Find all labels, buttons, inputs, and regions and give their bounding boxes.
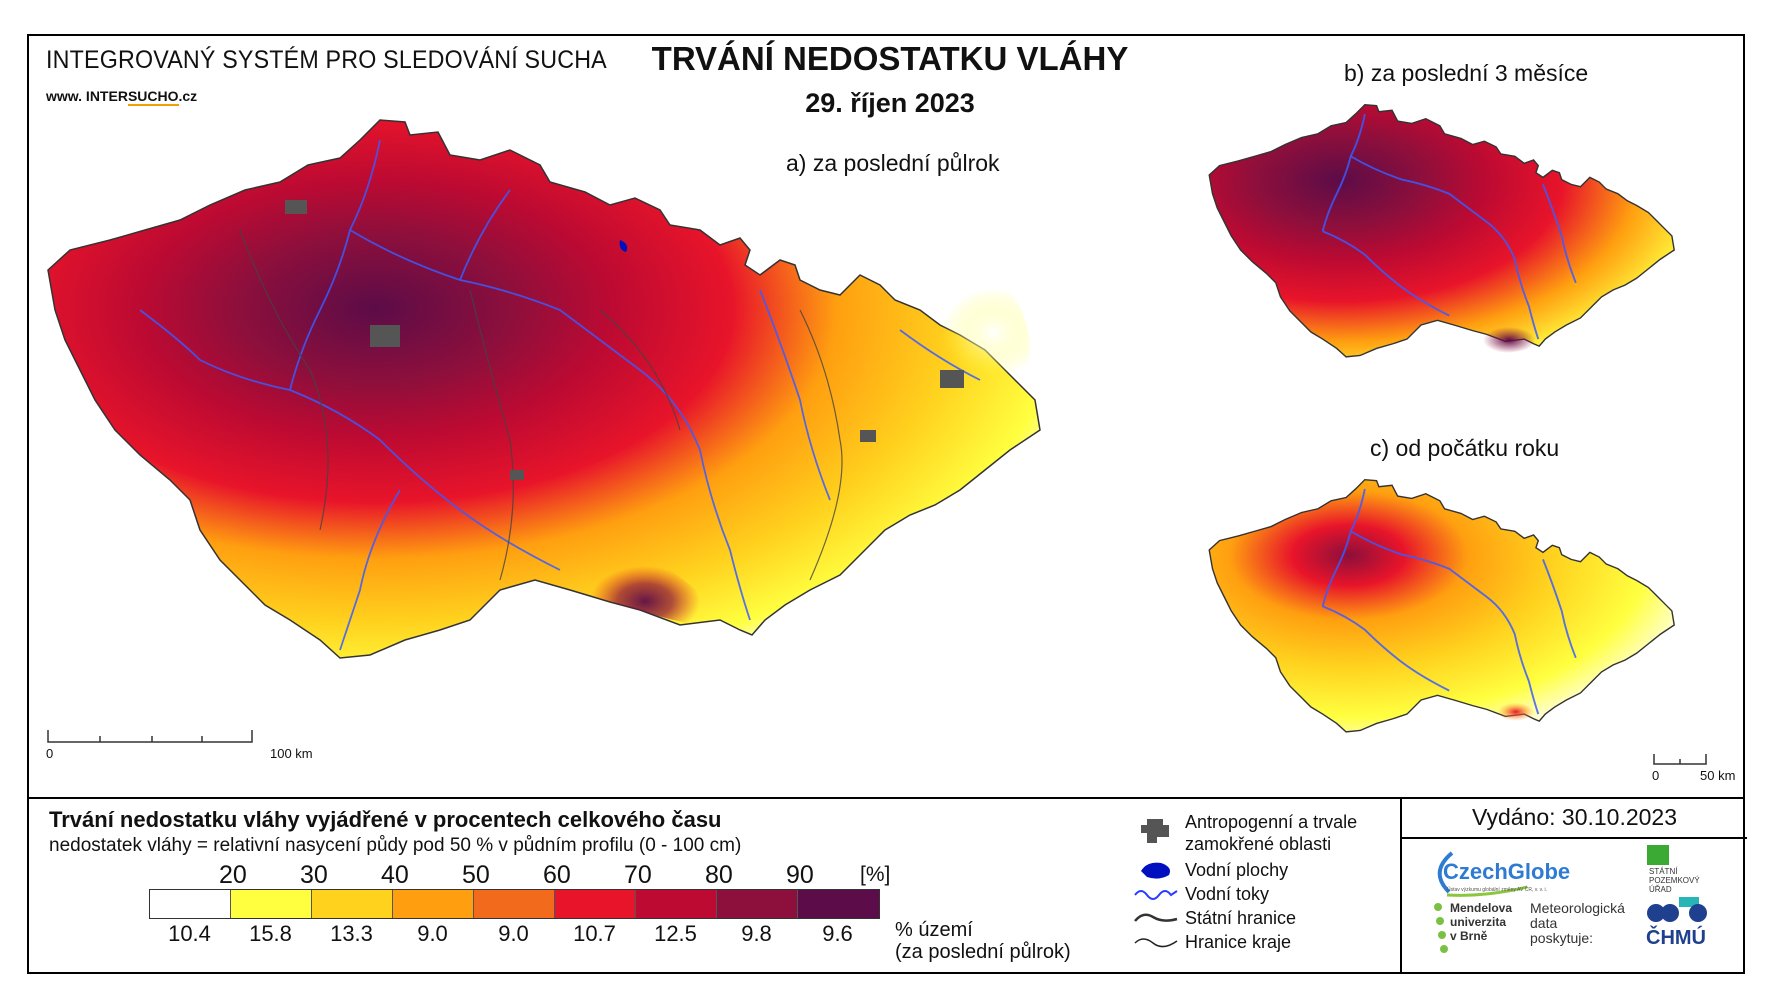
map-a-label: a) za poslední půlrok	[786, 150, 1000, 176]
rivers-a	[139, 139, 981, 651]
anthropogenic-areas-a	[285, 200, 964, 480]
meteo-line2: data	[1530, 915, 1558, 931]
threshold-20: 20	[219, 861, 247, 889]
spu-text: STÁTNÍ POZEMKOVÝ ÚŘAD	[1649, 867, 1700, 894]
south-dry-area-c	[1453, 669, 1558, 722]
class-swatch	[474, 890, 555, 918]
territory-pct: 10.7	[573, 921, 616, 946]
rivers-b	[1321, 113, 1577, 340]
legend-subtitle: nedostatek vláhy = relativní nasycení pů…	[49, 835, 742, 856]
scale-c-end: 50 km	[1700, 768, 1736, 783]
territory-pct: 9.0	[417, 921, 448, 946]
system-name: INTEGROVANÝ SYSTÉM PRO SLEDOVÁNÍ SUCHA	[46, 46, 607, 74]
south-moravia-dry-area	[490, 470, 740, 630]
mendelu-line3: v Brně	[1450, 929, 1488, 943]
territory-pct: 13.3	[330, 921, 373, 946]
territory-pct: 12.5	[654, 921, 697, 946]
territory-pct: 9.0	[498, 921, 529, 946]
territory-label: % území (za poslední půlrok)	[895, 919, 1071, 963]
legend-state-border: Státní hranice	[1185, 908, 1297, 928]
issued-date: Vydáno: 30.10.2023	[1402, 797, 1747, 839]
water-body-a	[619, 240, 628, 252]
spu-line2: POZEMKOVÝ	[1649, 876, 1700, 885]
website-suffix: .cz	[178, 88, 198, 104]
mendelu-text: Mendelova univerzita v Brně	[1450, 901, 1512, 943]
class-swatch	[555, 890, 636, 918]
class-swatch	[717, 890, 798, 918]
issue-panel: Vydáno: 30.10.2023 CzechGlobe Ústav výzk…	[1400, 797, 1747, 974]
mendelu-line1: Mendelova	[1450, 901, 1513, 915]
threshold-50: 50	[462, 861, 490, 889]
mendelu-line2: univerzita	[1450, 915, 1507, 929]
region-border-icon	[1134, 938, 1178, 948]
website-prefix: www. INTER	[46, 88, 128, 104]
rivers-c	[1321, 488, 1577, 715]
spu-accent-icon	[1679, 897, 1699, 907]
scale-a-end: 100 km	[270, 746, 313, 761]
map-date: 29. říjen 2023	[805, 88, 975, 118]
spu-line3: ÚŘAD	[1649, 885, 1672, 894]
czechglobe-name: CzechGlobe	[1443, 859, 1571, 884]
northeast-wet-area	[770, 240, 1030, 460]
website-brand: SUCHO	[127, 88, 179, 106]
chmu-name: ČHMÚ	[1646, 927, 1706, 949]
mendelu-dots-icon	[1434, 903, 1448, 953]
meteo-data-provider: Meteorologická data poskytuje:	[1530, 901, 1625, 946]
color-scale-bar	[149, 889, 880, 919]
meteo-line3: poskytuje:	[1530, 930, 1594, 946]
page-title: TRVÁNÍ NEDOSTATKU VLÁHY	[651, 40, 1129, 77]
territory-label-line2: (za poslední půlrok)	[895, 941, 1071, 963]
threshold-90: 90	[786, 861, 814, 889]
legend-panel: Trvání nedostatku vláhy vyjádřené v proc…	[27, 797, 1745, 976]
class-swatch	[798, 890, 879, 918]
czech-territory-c	[1208, 478, 1675, 733]
spu-mark-icon	[1647, 845, 1669, 865]
legend-rivers: Vodní toky	[1185, 884, 1270, 904]
threshold-40: 40	[381, 861, 409, 889]
scale-c-start: 0	[1652, 768, 1660, 783]
territory-pct: 10.4	[168, 921, 211, 946]
class-swatch	[393, 890, 474, 918]
legend-region-border: Hranice kraje	[1185, 932, 1292, 952]
river-icon	[1134, 890, 1178, 900]
anthropogenic-area-icon	[1141, 819, 1169, 843]
class-swatch	[312, 890, 393, 918]
scale-bar-a	[47, 730, 253, 743]
threshold-30: 30	[300, 861, 328, 889]
map-a-half-year	[47, 119, 1041, 659]
chmu-mark-icon	[1647, 904, 1707, 922]
water-body-icon	[1141, 862, 1170, 879]
meteo-text: Meteorologická data poskytuje:	[1530, 901, 1625, 946]
class-swatch	[150, 890, 231, 918]
territory-pct: 9.6	[822, 921, 853, 946]
czechglobe-arc-icon	[1437, 851, 1528, 897]
territory-label-line1: % území	[895, 919, 973, 941]
threshold-70: 70	[624, 861, 652, 889]
class-swatch	[231, 890, 312, 918]
website-link[interactable]: www. INTERSUCHO.cz	[46, 88, 198, 106]
threshold-unit: [%]	[860, 863, 891, 886]
threshold-80: 80	[705, 861, 733, 889]
state-border-icon	[1134, 913, 1178, 922]
map-c-label: c) od počátku roku	[1370, 435, 1560, 461]
map-b-three-months	[1208, 103, 1675, 358]
map-c-year-to-date	[1208, 478, 1675, 733]
threshold-60: 60	[543, 861, 571, 889]
scale-bar-c	[1653, 754, 1707, 765]
spu-line1: STÁTNÍ	[1649, 867, 1678, 876]
legend-title: Trvání nedostatku vláhy vyjádřené v proc…	[49, 807, 722, 832]
map-b-label: b) za poslední 3 měsíce	[1344, 60, 1589, 86]
czechglobe-subtitle: Ústav výzkumu globální změny AV ČR, v. v…	[1447, 887, 1548, 893]
scale-a-start: 0	[46, 746, 54, 761]
legend-water-bodies: Vodní plochy	[1185, 860, 1289, 880]
territory-pct: 15.8	[249, 921, 292, 946]
region-borders-a	[239, 229, 843, 581]
south-dry-area-b	[1430, 287, 1562, 354]
meteo-line1: Meteorologická	[1530, 900, 1625, 916]
legend-anthropogenic: Antropogenní a trvale zamokřené oblasti	[1185, 812, 1358, 854]
czech-territory-b	[1208, 103, 1675, 358]
territory-pct: 9.8	[741, 921, 772, 946]
class-swatch	[636, 890, 717, 918]
